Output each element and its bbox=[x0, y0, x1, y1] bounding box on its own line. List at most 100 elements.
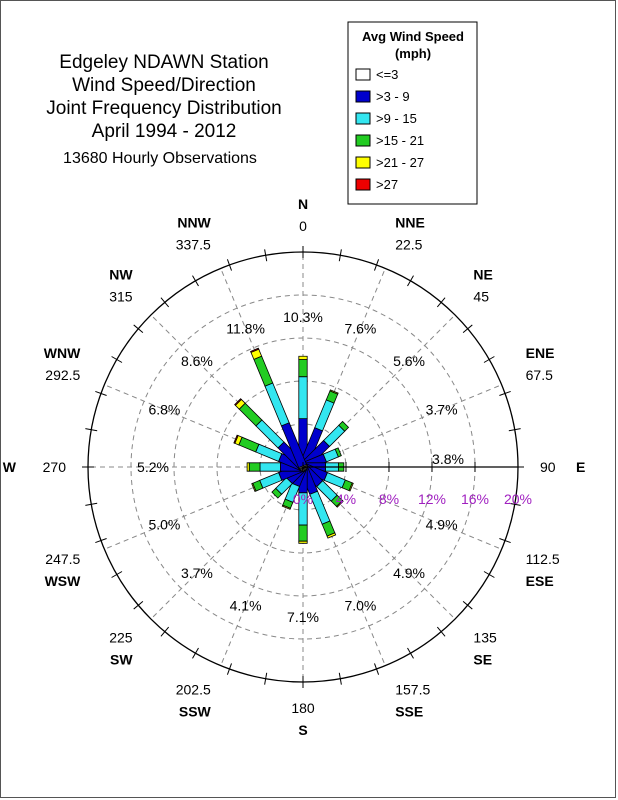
rose-segment bbox=[334, 447, 342, 458]
compass-tick bbox=[338, 672, 342, 685]
compass-tick bbox=[374, 259, 380, 271]
rose-segment bbox=[246, 462, 250, 472]
radial-scale-label: 8% bbox=[379, 491, 399, 507]
compass-direction-label: NE bbox=[473, 267, 492, 283]
compass-tick bbox=[226, 663, 232, 675]
rose-segment bbox=[338, 420, 350, 432]
compass-direction-label: SSW bbox=[179, 704, 212, 720]
rose-segment bbox=[248, 462, 261, 472]
compass-direction-label: SW bbox=[110, 651, 133, 667]
rose-segment bbox=[326, 532, 337, 539]
compass-direction-label: NNW bbox=[177, 214, 211, 230]
compass-degree-label: 0 bbox=[299, 218, 307, 234]
radial-scale-label: 4% bbox=[336, 491, 356, 507]
rose-segment bbox=[238, 436, 260, 453]
compass-degree-label: 45 bbox=[473, 289, 489, 305]
compass-tick bbox=[462, 600, 473, 610]
compass-tick bbox=[160, 297, 170, 308]
direction-percent-label: 7.1% bbox=[287, 609, 319, 625]
direction-percent-label: 5.0% bbox=[148, 516, 180, 532]
direction-percent-label: 4.9% bbox=[426, 516, 458, 532]
rose-segment bbox=[238, 402, 263, 427]
compass-tick bbox=[133, 600, 144, 610]
radial-scale-label: 0% bbox=[293, 491, 313, 507]
legend-swatch bbox=[355, 68, 371, 81]
legend-label: >9 - 15 bbox=[376, 111, 417, 126]
legend-swatch bbox=[355, 178, 371, 191]
legend-title-line-2: (mph) bbox=[395, 46, 431, 61]
direction-percent-label: 11.8% bbox=[226, 320, 265, 336]
rose-segment bbox=[298, 359, 308, 378]
rose-segment bbox=[259, 462, 281, 472]
title-line-2: Wind Speed/Direction bbox=[72, 75, 256, 96]
compass-direction-label: ENE bbox=[526, 345, 555, 361]
compass-degree-label: 202.5 bbox=[176, 682, 211, 698]
compass-direction-label: E bbox=[576, 459, 585, 475]
compass-tick bbox=[85, 502, 98, 506]
rose-segment bbox=[255, 419, 285, 449]
legend-swatch bbox=[355, 156, 371, 169]
compass-tick bbox=[499, 390, 511, 396]
legend-title-line-1: Avg Wind Speed bbox=[362, 29, 464, 44]
legend-label: >21 - 27 bbox=[376, 155, 424, 170]
rose-segment bbox=[298, 540, 308, 544]
rose-segment bbox=[250, 347, 260, 353]
compass-tick bbox=[160, 626, 170, 637]
direction-percent-label: 5.2% bbox=[137, 459, 169, 475]
rose-segment bbox=[281, 504, 291, 510]
direction-percent-label: 6.8% bbox=[148, 402, 180, 418]
direction-percent-label: 5.6% bbox=[393, 353, 425, 369]
radial-scale-label: 16% bbox=[461, 491, 489, 507]
compass-degree-label: 112.5 bbox=[526, 551, 560, 567]
compass-degree-label: 135 bbox=[473, 629, 497, 645]
compass-tick bbox=[483, 356, 495, 363]
rose-segment bbox=[314, 399, 335, 432]
rose-segment bbox=[348, 482, 354, 492]
direction-percent-label: 3.7% bbox=[181, 565, 213, 581]
compass-tick bbox=[85, 428, 98, 432]
rose-bar-s bbox=[298, 466, 308, 544]
compass-tick bbox=[462, 324, 473, 334]
legend-label: >3 - 9 bbox=[376, 89, 410, 104]
rose-segment bbox=[234, 398, 242, 406]
compass-tick bbox=[407, 647, 414, 659]
compass-tick bbox=[133, 324, 144, 334]
compass-degree-label: 315 bbox=[109, 289, 133, 305]
compass-tick bbox=[436, 297, 446, 308]
compass-direction-label: WSW bbox=[45, 573, 82, 589]
compass-tick bbox=[111, 571, 123, 578]
legend-swatch bbox=[355, 134, 371, 147]
compass-degree-label: 180 bbox=[291, 700, 315, 716]
chart-title: Edgeley NDAWN Station Wind Speed/Directi… bbox=[46, 52, 282, 167]
compass-tick bbox=[483, 571, 495, 578]
direction-percent-label: 4.9% bbox=[393, 565, 425, 581]
rose-bar-nne bbox=[298, 389, 339, 470]
legend-swatch bbox=[355, 90, 371, 103]
rose-segment bbox=[271, 487, 283, 499]
rose-segment bbox=[253, 355, 274, 387]
compass-tick bbox=[264, 672, 268, 685]
legend-label: >15 - 21 bbox=[376, 133, 424, 148]
direction-percent-label: 4.1% bbox=[230, 598, 262, 614]
legend-swatch bbox=[355, 112, 371, 125]
direction-percent-label: 7.0% bbox=[344, 598, 376, 614]
rose-segment bbox=[233, 434, 239, 444]
rose-segment bbox=[298, 376, 308, 420]
compass-tick bbox=[436, 626, 446, 637]
compass-direction-label: N bbox=[298, 196, 308, 212]
compass-tick bbox=[374, 663, 380, 675]
direction-percent-label: 8.6% bbox=[181, 353, 213, 369]
compass-tick bbox=[192, 647, 199, 659]
rose-segment bbox=[329, 389, 339, 395]
direction-percent-label: 3.8% bbox=[432, 451, 464, 467]
compass-degree-label: 90 bbox=[540, 459, 556, 475]
title-line-1: Edgeley NDAWN Station bbox=[59, 52, 268, 73]
compass-tick bbox=[95, 538, 107, 544]
compass-degree-label: 337.5 bbox=[176, 236, 211, 252]
compass-degree-label: 270 bbox=[43, 459, 67, 475]
compass-tick bbox=[226, 259, 232, 271]
rose-segment bbox=[335, 499, 344, 508]
legend-label: >27 bbox=[376, 177, 398, 192]
